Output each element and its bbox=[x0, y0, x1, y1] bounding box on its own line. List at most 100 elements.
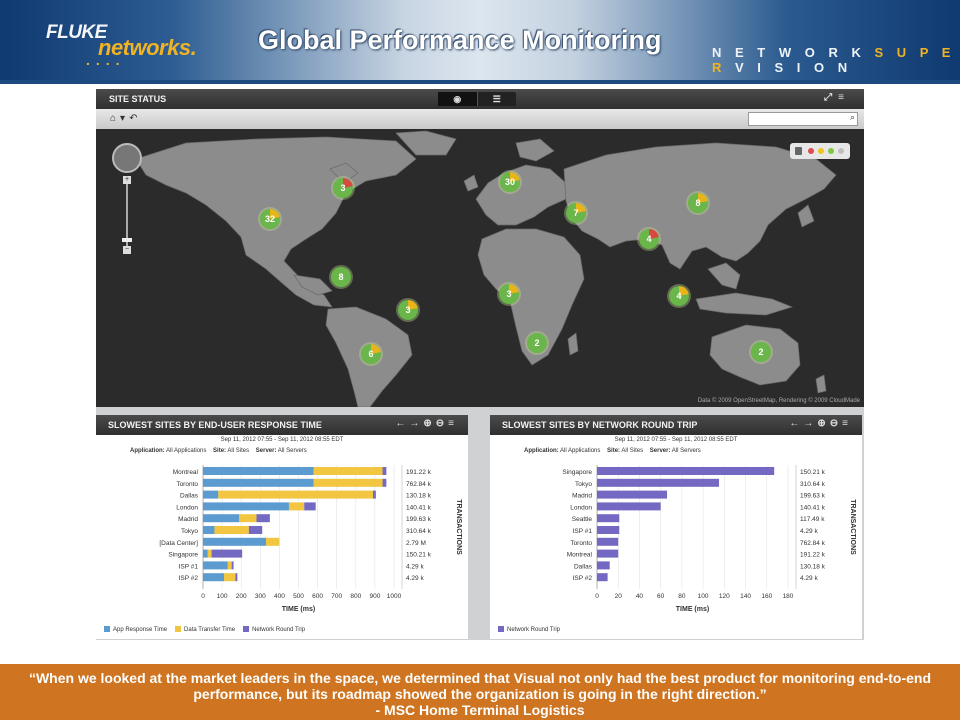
site-cluster-middle-east[interactable]: 7 bbox=[566, 203, 586, 223]
arrow-left-icon[interactable]: ← bbox=[395, 418, 410, 429]
site-cluster-north-america-east[interactable]: 3 bbox=[333, 178, 353, 198]
arrow-right-icon[interactable]: → bbox=[409, 418, 424, 429]
expand-icon[interactable]: ⤢ bbox=[824, 92, 839, 103]
filter-value[interactable]: All Servers bbox=[277, 448, 307, 454]
legend-item[interactable]: App Response Time bbox=[104, 626, 167, 633]
bar-network-round-trip[interactable] bbox=[231, 561, 234, 570]
bar-network-round-trip[interactable] bbox=[597, 537, 619, 546]
legend-item[interactable]: Network Round Trip bbox=[498, 626, 560, 633]
map-search-input[interactable] bbox=[748, 112, 858, 126]
legend-item[interactable]: Network Round Trip bbox=[243, 626, 305, 633]
bar-data-transfer-time[interactable] bbox=[288, 502, 305, 511]
bar-app-response-time[interactable] bbox=[203, 478, 314, 487]
bar-app-response-time[interactable] bbox=[203, 502, 289, 511]
bar-app-response-time[interactable] bbox=[203, 549, 208, 558]
zoom-slider-track[interactable] bbox=[126, 177, 128, 251]
bar-network-round-trip[interactable] bbox=[304, 502, 316, 511]
bar-network-round-trip[interactable] bbox=[597, 502, 661, 511]
site-cluster-east-asia[interactable]: 8 bbox=[688, 193, 708, 213]
menu-icon[interactable]: ≡ bbox=[448, 418, 458, 429]
world-map[interactable]: + − 32 3 8 3 6 30 7 3 2 4 8 4 2 Data © 2009 OpenStre… bbox=[96, 129, 864, 407]
network-supervision-tagline: N E T W O R K S U P E R V I S I O N bbox=[712, 45, 960, 75]
chevron-down-icon[interactable]: ▾ bbox=[120, 113, 130, 124]
bar-network-round-trip[interactable] bbox=[382, 467, 387, 475]
tagline-part: V I S I O N bbox=[735, 60, 853, 75]
site-cluster-brazil[interactable]: 3 bbox=[398, 300, 418, 320]
legend-gray-dot[interactable] bbox=[838, 148, 844, 154]
bar-network-round-trip[interactable] bbox=[256, 514, 270, 523]
bar-network-round-trip[interactable] bbox=[597, 490, 668, 499]
arrow-right-icon[interactable]: → bbox=[803, 418, 818, 429]
category-label: ISP #2 bbox=[573, 575, 593, 582]
site-cluster-australia[interactable]: 2 bbox=[751, 342, 771, 362]
arrow-left-icon[interactable]: ← bbox=[789, 418, 804, 429]
bar-network-round-trip[interactable] bbox=[597, 467, 775, 475]
filter-value[interactable]: All Applications bbox=[166, 448, 207, 454]
bar-network-round-trip[interactable] bbox=[597, 514, 620, 523]
bar-network-round-trip[interactable] bbox=[597, 561, 610, 570]
bar-network-round-trip[interactable] bbox=[382, 478, 387, 487]
x-tick-label: 80 bbox=[678, 593, 686, 600]
site-cluster-colombia[interactable]: 8 bbox=[331, 267, 351, 287]
site-cluster-south-africa[interactable]: 2 bbox=[527, 333, 547, 353]
chart-legend: Network Round Trip bbox=[498, 626, 560, 633]
site-status-title: SITE STATUS bbox=[109, 94, 167, 104]
menu-icon[interactable]: ≡ bbox=[838, 92, 850, 103]
zoom-in-button[interactable]: + bbox=[123, 176, 131, 184]
home-icon[interactable]: ⌂ bbox=[110, 113, 121, 124]
globe-icon[interactable]: ◉ bbox=[438, 92, 478, 106]
back-arrow-icon[interactable]: ↶ bbox=[129, 113, 142, 124]
bar-network-round-trip[interactable] bbox=[597, 526, 620, 534]
zoom-out-button[interactable]: − bbox=[123, 246, 131, 254]
bar-app-response-time[interactable] bbox=[203, 561, 228, 570]
filter-value[interactable]: All Sites bbox=[227, 448, 250, 454]
category-label: Singapore bbox=[168, 552, 198, 559]
x-tick-label: 180 bbox=[783, 593, 794, 600]
bar-data-transfer-time[interactable] bbox=[224, 573, 236, 582]
filter-value[interactable]: All Servers bbox=[671, 448, 701, 454]
list-icon[interactable]: ☰ bbox=[492, 93, 501, 104]
bar-app-response-time[interactable] bbox=[203, 467, 314, 475]
bar-data-transfer-time[interactable] bbox=[313, 478, 383, 487]
bar-network-round-trip[interactable] bbox=[248, 526, 263, 534]
bar-data-transfer-time[interactable] bbox=[227, 561, 232, 570]
zoom-out-icon[interactable]: ⊖ bbox=[829, 418, 843, 429]
site-cluster-north-america-west[interactable]: 32 bbox=[260, 209, 280, 229]
legend-red-dot[interactable] bbox=[808, 148, 814, 154]
bar-network-round-trip[interactable] bbox=[235, 573, 238, 582]
bar-network-round-trip[interactable] bbox=[372, 490, 376, 499]
bar-data-transfer-time[interactable] bbox=[218, 490, 373, 499]
bar-network-round-trip[interactable] bbox=[211, 549, 243, 558]
bar-data-transfer-time[interactable] bbox=[266, 537, 280, 546]
bar-app-response-time[interactable] bbox=[203, 514, 240, 523]
bar-app-response-time[interactable] bbox=[203, 490, 219, 499]
bar-app-response-time[interactable] bbox=[203, 537, 267, 546]
bar-data-transfer-time[interactable] bbox=[214, 526, 249, 534]
menu-icon[interactable]: ≡ bbox=[842, 418, 852, 429]
site-cluster-india[interactable]: 4 bbox=[639, 229, 659, 249]
zoom-in-icon[interactable]: ⊕ bbox=[423, 418, 436, 429]
site-cluster-europe[interactable]: 30 bbox=[500, 172, 520, 192]
zoom-in-icon[interactable]: ⊕ bbox=[817, 418, 830, 429]
status-filter-legend[interactable] bbox=[790, 143, 850, 159]
bar-network-round-trip[interactable] bbox=[597, 573, 608, 582]
site-cluster-argentina[interactable]: 6 bbox=[361, 344, 381, 364]
bar-network-round-trip[interactable] bbox=[597, 478, 720, 487]
search-icon[interactable]: ⌕ bbox=[849, 112, 855, 122]
bar-data-transfer-time[interactable] bbox=[207, 549, 212, 558]
zoom-slider-handle[interactable] bbox=[122, 238, 132, 242]
site-cluster-southeast-asia[interactable]: 4 bbox=[669, 286, 689, 306]
filter-value[interactable]: All Applications bbox=[560, 448, 601, 454]
bar-app-response-time[interactable] bbox=[203, 526, 215, 534]
bar-network-round-trip[interactable] bbox=[597, 549, 619, 558]
legend-green-dot[interactable] bbox=[828, 148, 834, 154]
zoom-out-icon[interactable]: ⊖ bbox=[435, 418, 449, 429]
bar-data-transfer-time[interactable] bbox=[313, 467, 383, 475]
bar-app-response-time[interactable] bbox=[203, 573, 225, 582]
legend-yellow-dot[interactable] bbox=[818, 148, 824, 154]
pan-control[interactable] bbox=[112, 143, 142, 173]
bar-data-transfer-time[interactable] bbox=[239, 514, 257, 523]
legend-item[interactable]: Data Transfer Time bbox=[175, 626, 235, 633]
site-cluster-west-africa[interactable]: 3 bbox=[499, 284, 519, 304]
filter-value[interactable]: All Sites bbox=[621, 448, 644, 454]
